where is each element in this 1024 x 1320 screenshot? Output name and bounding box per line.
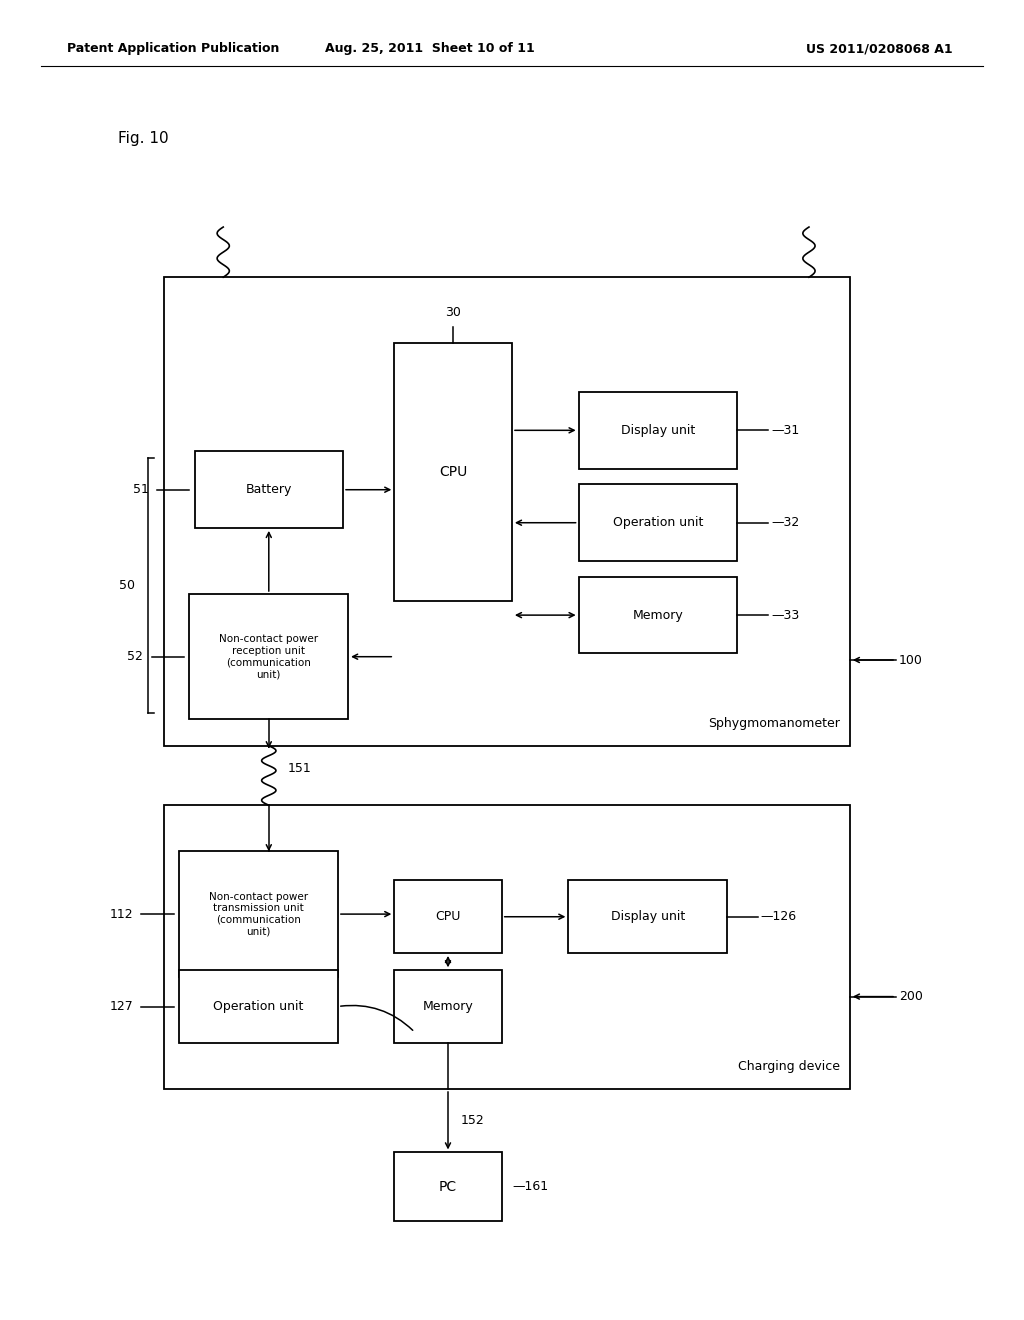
Bar — [579, 392, 737, 469]
Text: PC: PC — [439, 1180, 457, 1193]
Text: —33: —33 — [771, 609, 800, 622]
Text: —161: —161 — [512, 1180, 548, 1193]
Bar — [179, 851, 338, 977]
Text: Memory: Memory — [423, 1001, 473, 1012]
Text: 152: 152 — [461, 1114, 484, 1127]
Bar — [195, 451, 343, 528]
Text: 51: 51 — [132, 483, 148, 496]
Bar — [164, 277, 850, 746]
Text: Display unit: Display unit — [610, 911, 685, 923]
Text: Operation unit: Operation unit — [213, 1001, 304, 1012]
Bar — [579, 484, 737, 561]
Text: 200: 200 — [899, 990, 923, 1003]
Bar — [568, 880, 727, 953]
Text: 112: 112 — [110, 908, 133, 920]
Bar — [394, 970, 502, 1043]
Text: Non-contact power
transmission unit
(communication
unit): Non-contact power transmission unit (com… — [209, 892, 308, 936]
Text: 52: 52 — [127, 651, 143, 663]
Text: Battery: Battery — [246, 483, 292, 496]
Text: Aug. 25, 2011  Sheet 10 of 11: Aug. 25, 2011 Sheet 10 of 11 — [326, 42, 535, 55]
Text: 50: 50 — [119, 579, 135, 591]
Text: US 2011/0208068 A1: US 2011/0208068 A1 — [806, 42, 952, 55]
Text: 127: 127 — [110, 1001, 133, 1012]
Text: —126: —126 — [761, 911, 797, 923]
Text: Memory: Memory — [633, 609, 683, 622]
Bar — [579, 577, 737, 653]
Text: Non-contact power
reception unit
(communication
unit): Non-contact power reception unit (commun… — [219, 635, 318, 678]
Text: Display unit: Display unit — [621, 424, 695, 437]
Bar — [164, 805, 850, 1089]
Text: —31: —31 — [771, 424, 800, 437]
Text: —32: —32 — [771, 516, 800, 529]
Text: 30: 30 — [445, 306, 461, 319]
Text: 100: 100 — [899, 653, 923, 667]
Text: Charging device: Charging device — [737, 1060, 840, 1073]
Text: Patent Application Publication: Patent Application Publication — [67, 42, 279, 55]
Bar — [179, 970, 338, 1043]
Text: Sphygmomanometer: Sphygmomanometer — [708, 717, 840, 730]
Bar — [189, 594, 348, 719]
Text: 151: 151 — [287, 763, 311, 775]
Text: CPU: CPU — [435, 911, 461, 923]
Text: Operation unit: Operation unit — [612, 516, 703, 529]
Bar — [394, 343, 512, 601]
Text: CPU: CPU — [439, 465, 467, 479]
Text: Fig. 10: Fig. 10 — [118, 131, 168, 147]
Bar — [394, 880, 502, 953]
Bar — [394, 1152, 502, 1221]
